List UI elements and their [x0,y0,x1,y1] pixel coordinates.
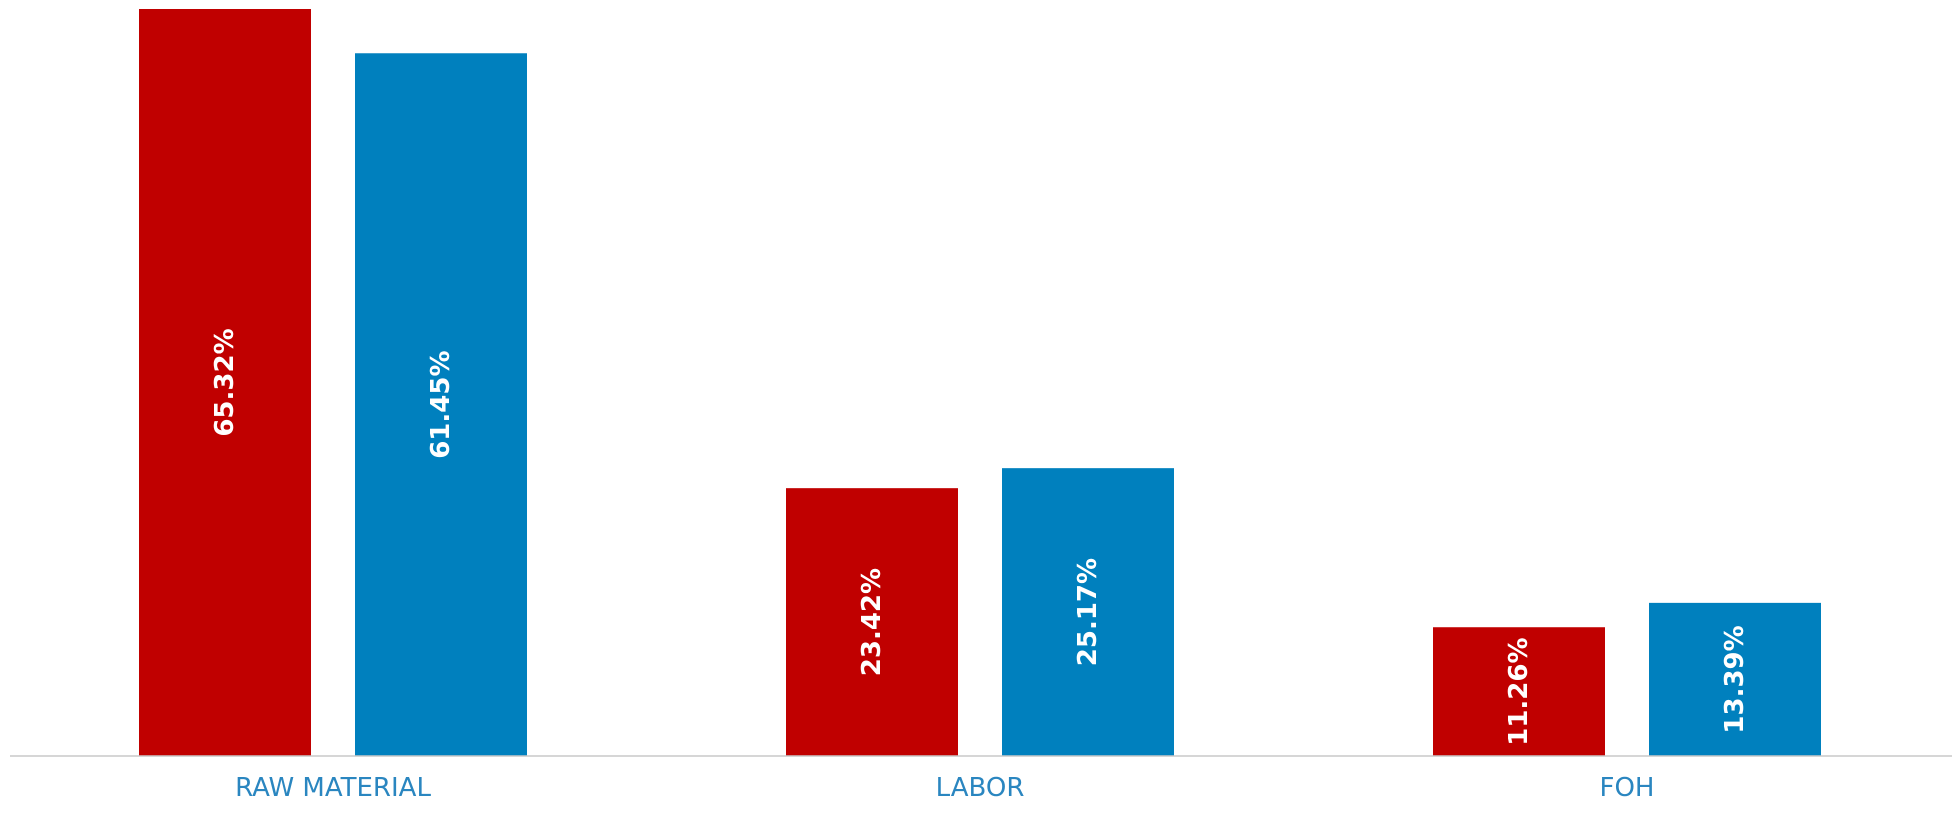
bar-raw-material-series-1 [139,9,311,756]
bar-foh-series-1 [1433,627,1605,756]
data-label: 11.26% [1504,637,1534,745]
category-labels: RAW MATERIAL LABOR FOH [235,773,1654,803]
bar-raw-material-series-2 [355,53,527,757]
data-label: 25.17% [1073,558,1103,666]
data-label: 23.42% [857,568,887,676]
bar-foh-series-2 [1649,602,1821,756]
bar-labor-series-1 [786,488,958,756]
category-label: FOH [1600,773,1655,803]
data-label: 61.45% [426,350,456,458]
bar-labor-series-2 [1002,468,1174,756]
data-label: 65.32% [210,328,240,436]
bars-group: 65.32% 61.45% 23.42% 25.17% 11.26% 13.39% [139,9,1821,757]
category-label: LABOR [936,773,1025,803]
data-label: 13.39% [1720,625,1750,733]
category-label: RAW MATERIAL [235,773,431,803]
